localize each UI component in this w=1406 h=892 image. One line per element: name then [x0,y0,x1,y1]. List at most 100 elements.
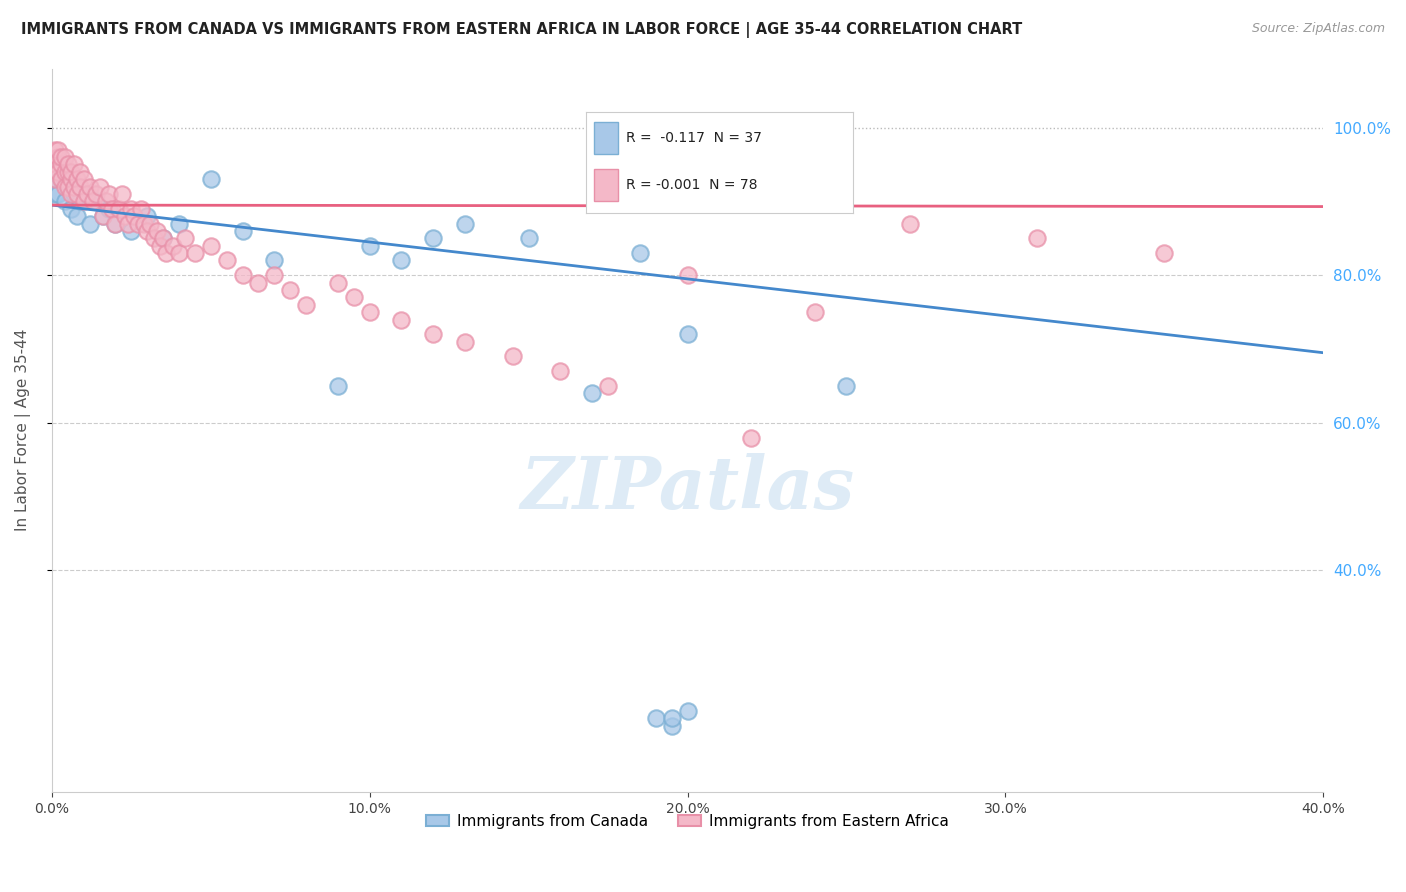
Point [124,209,146,223]
Point [44,143,66,157]
Point [422,327,444,342]
Point [63,157,86,171]
Point [66,187,89,202]
Point [644,711,666,725]
Point [152,231,174,245]
Point [66,209,89,223]
Point [117,217,139,231]
Point [391,253,413,268]
Point [76,187,98,202]
Point [79,179,101,194]
Point [359,305,381,319]
Point [69,165,91,179]
Point [596,379,619,393]
Point [44,172,66,186]
Point [661,718,683,732]
Point [82,194,104,209]
Point [517,231,540,245]
Point [56,165,79,179]
Point [263,268,285,283]
Point [835,379,858,393]
Point [107,202,129,216]
Text: IMMIGRANTS FROM CANADA VS IMMIGRANTS FROM EASTERN AFRICA IN LABOR FORCE | AGE 35: IMMIGRANTS FROM CANADA VS IMMIGRANTS FRO… [21,22,1022,38]
Point [56,157,79,171]
Point [69,194,91,209]
Point [72,172,94,186]
Point [94,194,117,209]
Point [326,276,349,290]
Point [98,202,121,216]
Point [120,224,142,238]
Point [167,246,190,260]
Point [149,238,172,252]
Point [111,187,134,202]
Point [1026,231,1049,245]
Point [79,217,101,231]
Point [72,194,94,209]
Point [132,217,155,231]
Point [91,209,114,223]
Point [167,217,190,231]
Point [136,209,159,223]
Point [740,431,762,445]
Point [91,209,114,223]
Point [676,704,699,718]
Point [326,379,349,393]
Point [59,202,82,216]
Point [422,231,444,245]
Point [59,187,82,202]
Point [46,187,69,202]
Point [145,224,167,238]
Point [56,179,79,194]
Point [127,217,149,231]
Point [155,246,177,260]
Point [142,231,165,245]
Point [278,283,301,297]
Point [69,179,91,194]
Point [1153,246,1175,260]
Point [232,224,254,238]
Point [200,172,222,186]
Point [184,246,207,260]
Point [676,327,699,342]
Point [44,172,66,186]
Legend: Immigrants from Canada, Immigrants from Eastern Africa: Immigrants from Canada, Immigrants from … [420,808,955,835]
Point [104,217,127,231]
Point [550,364,572,378]
Point [129,202,152,216]
Point [66,172,89,186]
Point [98,187,121,202]
Point [454,217,477,231]
Point [51,150,73,164]
Point [63,179,86,194]
Point [152,231,174,245]
Point [454,334,477,349]
Point [295,298,318,312]
Point [104,217,127,231]
Point [46,165,69,179]
Point [86,194,108,209]
Point [174,231,197,245]
Point [139,217,162,231]
Point [676,268,699,283]
Point [215,253,238,268]
Point [44,187,66,202]
Point [59,165,82,179]
Point [89,179,111,194]
Point [72,187,94,202]
Point [86,187,108,202]
Point [502,350,524,364]
Point [200,238,222,252]
Point [59,172,82,186]
Point [263,253,285,268]
Point [44,157,66,171]
Point [46,143,69,157]
Point [162,238,184,252]
Point [51,157,73,171]
Point [51,172,73,186]
Point [136,224,159,238]
Point [581,386,603,401]
Point [661,711,683,725]
Point [46,150,69,164]
Point [359,238,381,252]
